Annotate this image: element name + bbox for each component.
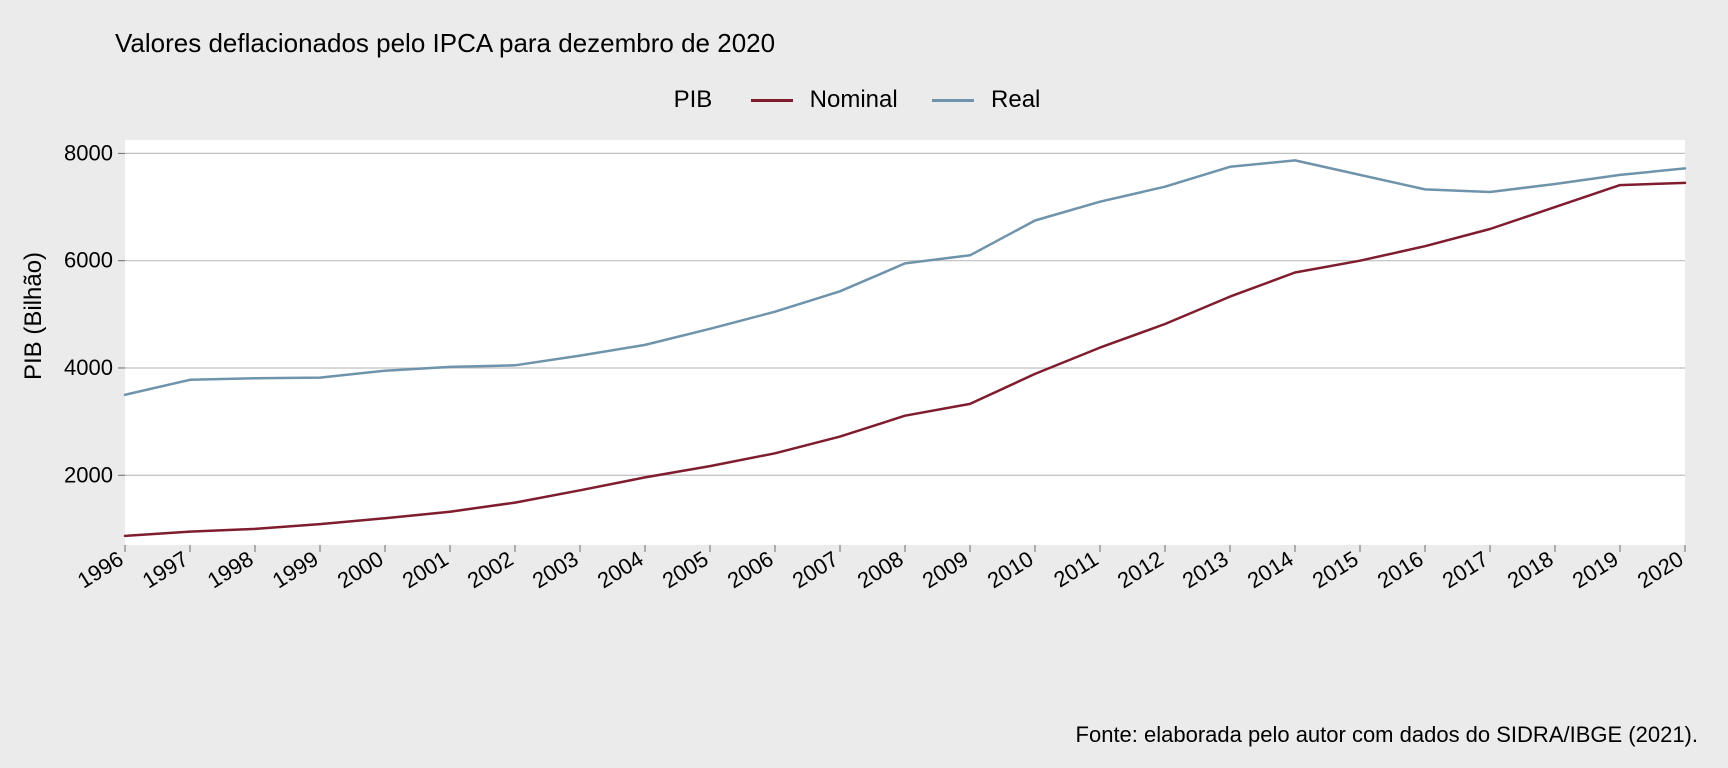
x-tick-label: 2000 bbox=[333, 546, 388, 593]
x-tick-label: 2010 bbox=[983, 546, 1038, 593]
y-tick-label: 4000 bbox=[64, 355, 113, 380]
x-tick-label: 2013 bbox=[1178, 546, 1233, 593]
x-tick-label: 2008 bbox=[853, 546, 908, 593]
legend-label-real: Real bbox=[991, 86, 1040, 113]
y-tick-label: 8000 bbox=[64, 140, 113, 165]
x-tick-label: 2015 bbox=[1308, 546, 1363, 593]
x-tick-label: 1997 bbox=[138, 546, 193, 593]
source-caption: Fonte: elaborada pelo autor com dados do… bbox=[1076, 722, 1698, 748]
x-tick-label: 2009 bbox=[918, 546, 973, 593]
x-tick-label: 2017 bbox=[1438, 546, 1493, 593]
x-tick-label: 2001 bbox=[398, 546, 453, 593]
legend-label-nominal: Nominal bbox=[810, 86, 898, 113]
legend-title: PIB bbox=[674, 86, 713, 113]
legend-item-real: Real bbox=[932, 86, 1040, 113]
y-tick-label: 2000 bbox=[64, 462, 113, 487]
legend-item-nominal: Nominal bbox=[751, 86, 904, 113]
plot-area: 2000400060008000199619971998199920002001… bbox=[55, 130, 1695, 630]
line-chart-svg: 2000400060008000199619971998199920002001… bbox=[55, 130, 1695, 630]
x-tick-label: 2012 bbox=[1113, 546, 1168, 593]
x-tick-label: 1999 bbox=[268, 546, 323, 593]
chart-title: Valores deflacionados pelo IPCA para dez… bbox=[115, 28, 775, 59]
legend: PIB Nominal Real bbox=[0, 86, 1728, 114]
x-tick-label: 2014 bbox=[1243, 546, 1298, 593]
x-tick-label: 2019 bbox=[1568, 546, 1623, 593]
x-tick-label: 2005 bbox=[658, 546, 713, 593]
x-tick-label: 2002 bbox=[463, 546, 518, 593]
x-tick-label: 1996 bbox=[73, 546, 128, 593]
x-tick-label: 2007 bbox=[788, 546, 843, 593]
x-tick-label: 2011 bbox=[1049, 546, 1102, 592]
x-tick-label: 2020 bbox=[1633, 546, 1688, 593]
x-tick-label: 1998 bbox=[203, 546, 258, 593]
x-tick-label: 2003 bbox=[528, 546, 583, 593]
x-tick-label: 2004 bbox=[593, 546, 648, 593]
x-tick-label: 2018 bbox=[1503, 546, 1558, 593]
y-axis-label: PIB (Bilhão) bbox=[20, 252, 48, 380]
x-tick-label: 2006 bbox=[723, 546, 778, 593]
legend-swatch-real bbox=[932, 99, 974, 102]
plot-panel bbox=[125, 140, 1685, 545]
y-tick-label: 6000 bbox=[64, 248, 113, 273]
legend-swatch-nominal bbox=[751, 99, 793, 102]
x-tick-label: 2016 bbox=[1373, 546, 1428, 593]
chart-page: Valores deflacionados pelo IPCA para dez… bbox=[0, 0, 1728, 768]
